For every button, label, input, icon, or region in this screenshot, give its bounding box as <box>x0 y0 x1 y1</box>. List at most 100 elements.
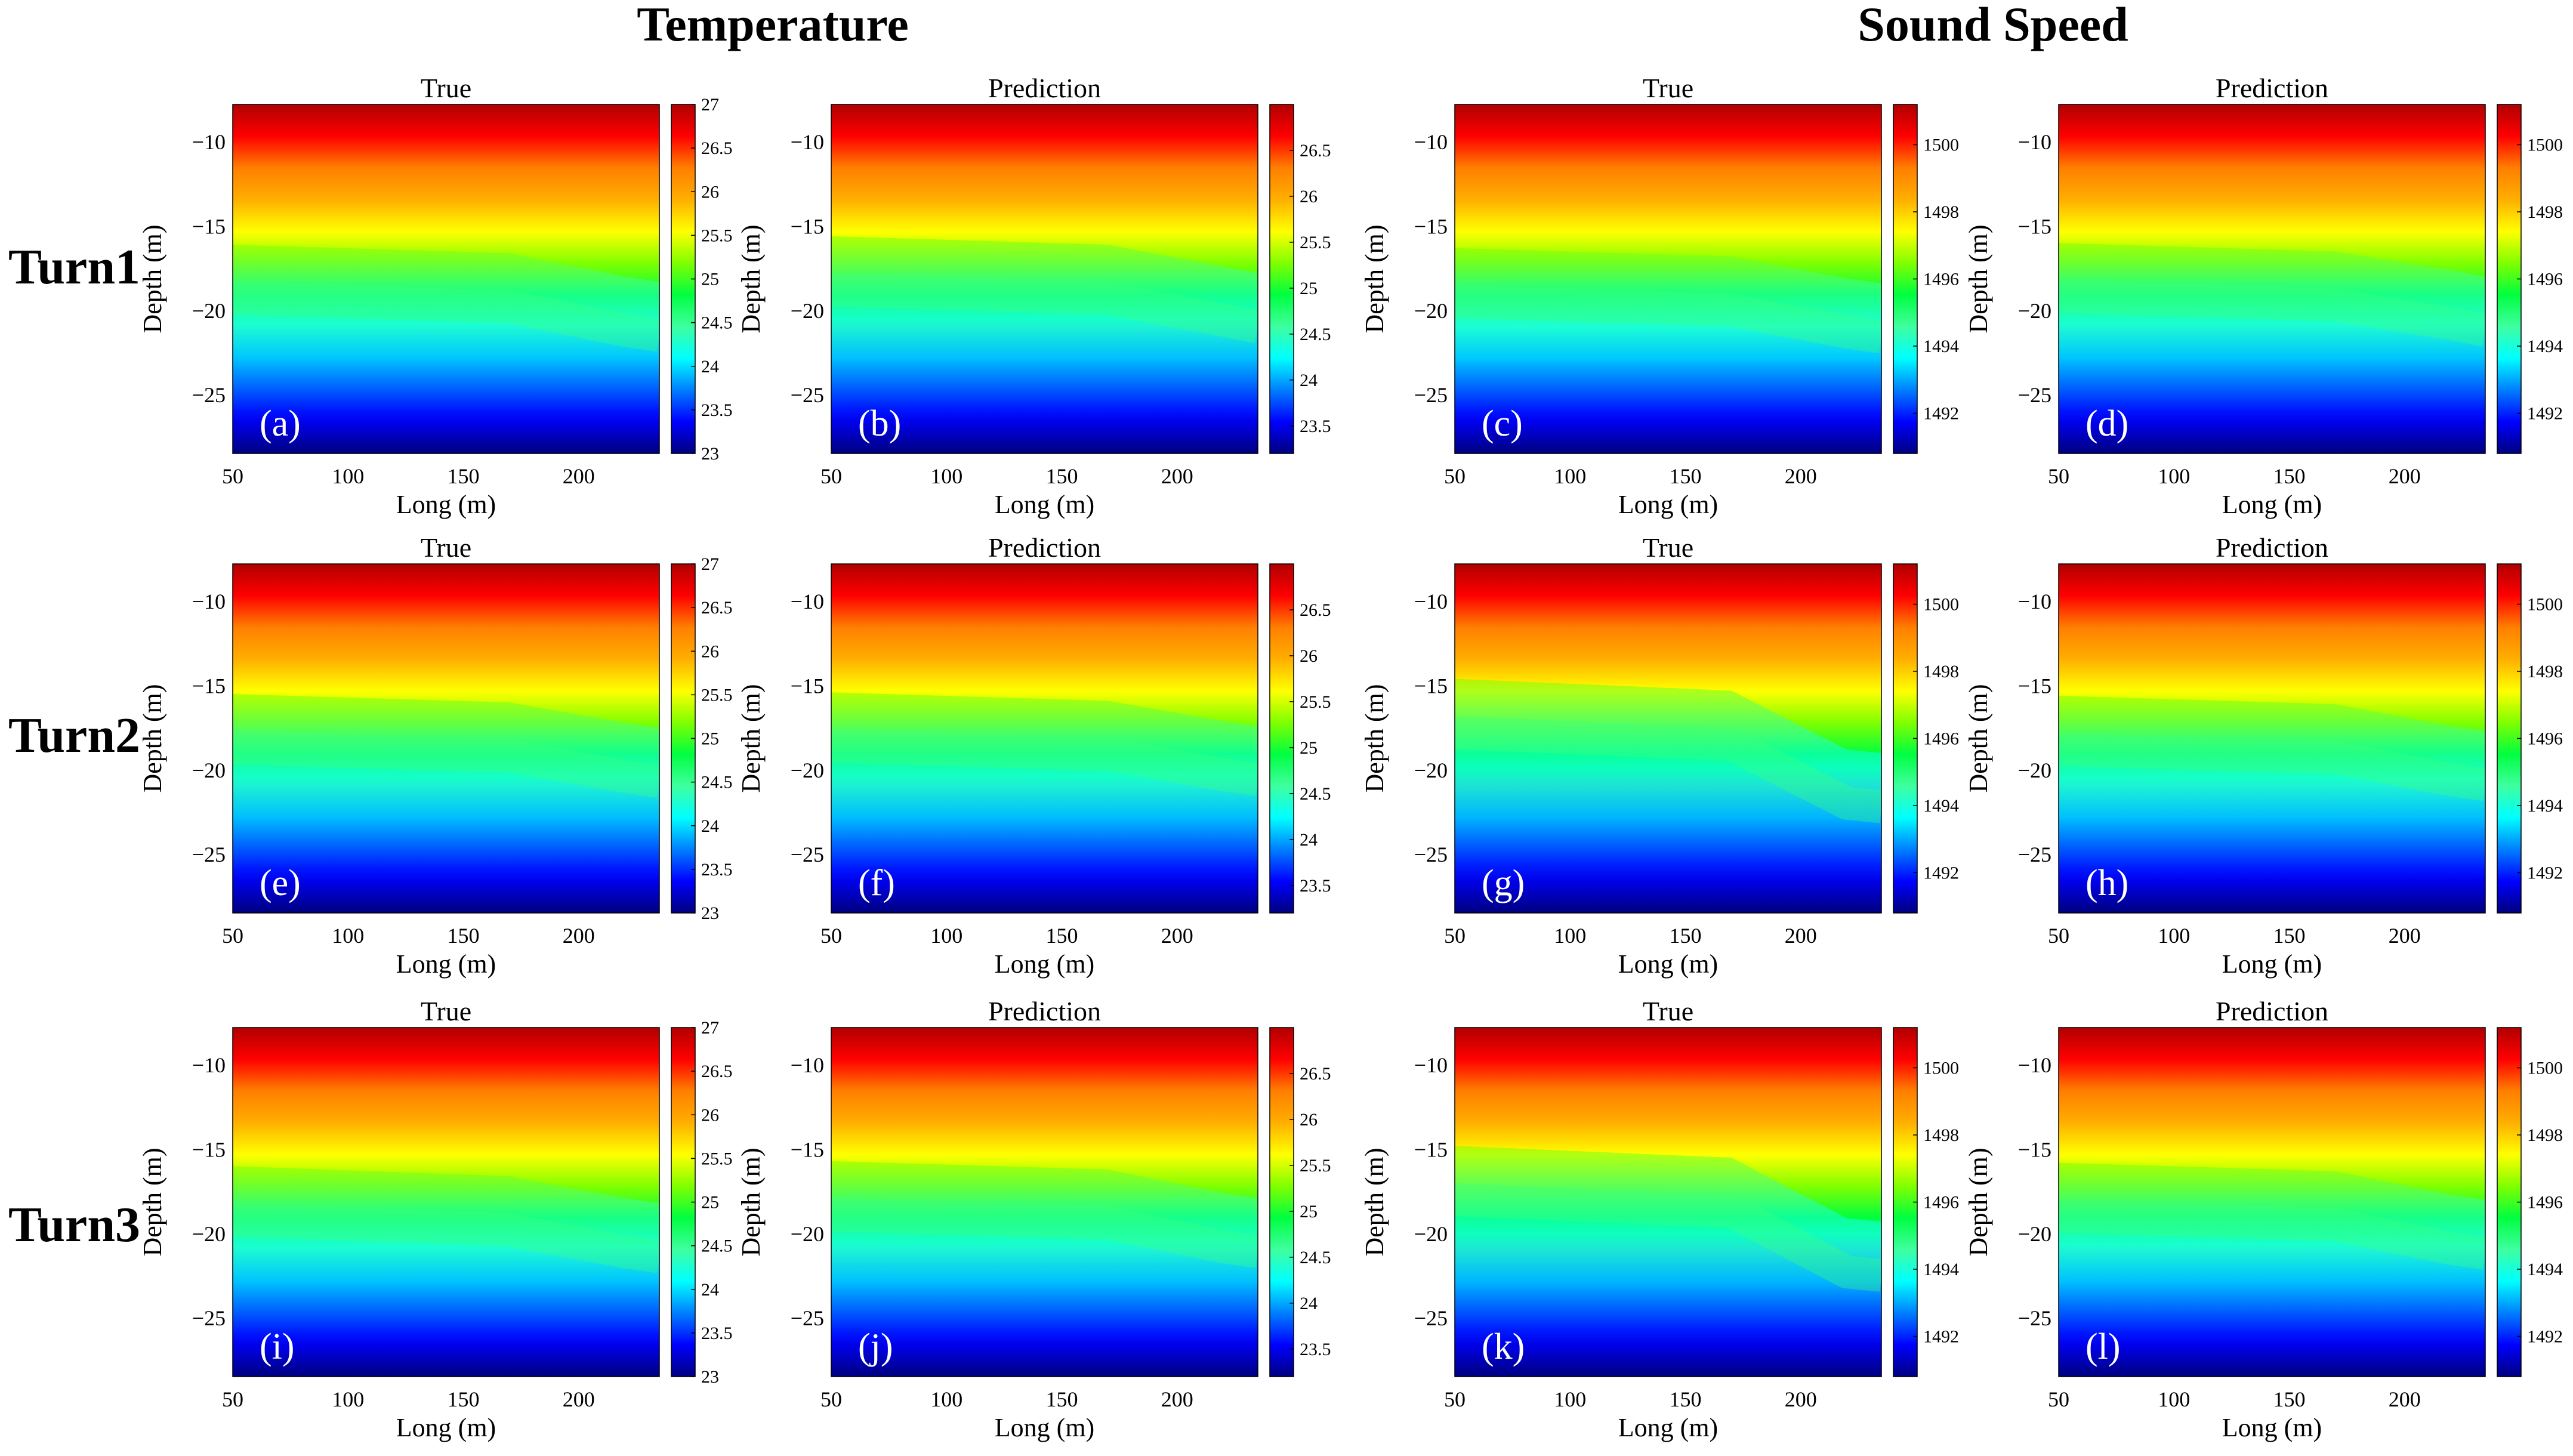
heatmap-lower-layer <box>233 245 659 454</box>
heatmap-field <box>831 1028 1258 1377</box>
x-tick-label: 50 <box>222 464 243 488</box>
colorbar-tick-label: 23.5 <box>701 860 733 880</box>
x-tick-label: 200 <box>1785 1387 1817 1411</box>
x-axis-label: Long (m) <box>995 949 1094 979</box>
panel-title: Prediction <box>2216 996 2328 1026</box>
x-tick-label: 50 <box>222 924 243 948</box>
y-tick-label: −20 <box>2018 758 2051 782</box>
heatmap-field <box>233 104 659 454</box>
colorbar-tick-label: 25 <box>1300 738 1318 758</box>
x-tick-label: 150 <box>1045 464 1078 488</box>
panel-a: True 50 100 150 200 −10 −15 −20 −25 Long (m) Depth… <box>138 73 733 519</box>
y-tick-label: −10 <box>192 130 226 154</box>
colorbar-tick-label: 25.5 <box>701 1149 733 1168</box>
x-axis-label: Long (m) <box>1618 490 1718 519</box>
colorbar-tick-label: 1496 <box>1923 729 1959 749</box>
colorbar-tick-label: 23 <box>701 903 719 923</box>
colorbar-tick-label: 1494 <box>2527 1260 2563 1279</box>
x-tick-label: 100 <box>1554 1387 1586 1411</box>
thermocline-band <box>2059 1200 2485 1270</box>
x-tick-label: 150 <box>1669 1387 1701 1411</box>
x-tick-label: 150 <box>447 1387 479 1411</box>
y-tick-label: −25 <box>791 1306 824 1330</box>
y-tick-label: −10 <box>791 1053 824 1077</box>
y-tick-label: −20 <box>1414 299 1448 323</box>
x-tick-label: 200 <box>2389 1387 2421 1411</box>
y-tick-label: −20 <box>192 1222 226 1246</box>
x-tick-label: 100 <box>1554 464 1586 488</box>
colorbar-tick-label: 24 <box>1300 371 1318 390</box>
x-tick-label: 100 <box>930 1387 962 1411</box>
colorbar-tick-label: 24.5 <box>1300 784 1331 804</box>
heatmap-field <box>233 1028 659 1377</box>
x-axis-label: Long (m) <box>2222 1413 2322 1442</box>
colorbar-tick-label: 25 <box>701 729 719 749</box>
colorbar-tick-label: 26 <box>1300 1110 1318 1130</box>
y-axis-label: Depth (m) <box>1360 684 1389 792</box>
colorbar-tick-label: 26.5 <box>701 598 733 618</box>
y-tick-label: −15 <box>2018 674 2051 698</box>
y-tick-label: −20 <box>192 299 226 323</box>
panel-k: True 50 100 150 200 −10 −15 −20 −25 Long (m) Depth… <box>1360 996 1959 1442</box>
y-tick-label: −15 <box>2018 214 2051 238</box>
heatmap-lower-layer <box>233 1166 659 1377</box>
axes-frame <box>831 104 1258 454</box>
x-axis-label: Long (m) <box>396 949 496 979</box>
x-tick-label: 150 <box>447 464 479 488</box>
heatmap-field <box>233 564 659 913</box>
heatmap-lower-layer <box>831 1161 1258 1377</box>
x-tick-label: 50 <box>222 1387 243 1411</box>
y-tick-label: −25 <box>791 383 824 407</box>
heatmap-lower-layer <box>1455 248 1881 454</box>
heatmap-lower-layer <box>2059 695 2485 913</box>
colorbar-tick-label: 23 <box>701 1367 719 1387</box>
y-tick-label: −10 <box>1414 130 1448 154</box>
colorbar-tick-label: 25.5 <box>1300 692 1331 712</box>
y-tick-label: −10 <box>192 1053 226 1077</box>
heatmap-lower-layer <box>2059 243 2485 454</box>
y-tick-label: −25 <box>2018 383 2051 407</box>
y-tick-label: −25 <box>2018 843 2051 866</box>
y-tick-label: −25 <box>791 843 824 866</box>
y-tick-label: −15 <box>2018 1137 2051 1161</box>
y-axis-label: Depth (m) <box>1964 224 1993 333</box>
x-tick-label: 100 <box>2158 1387 2190 1411</box>
colorbar-tick-label: 1494 <box>1923 796 1959 816</box>
heatmap-lower-layer <box>233 694 659 913</box>
y-tick-label: −15 <box>791 214 824 238</box>
colorbar-tick-label: 24.5 <box>1300 1248 1331 1267</box>
panel-title: True <box>1643 996 1693 1026</box>
x-axis-label: Long (m) <box>995 490 1094 519</box>
panel-letter: (d) <box>2085 403 2128 444</box>
y-tick-label: −20 <box>791 758 824 782</box>
colorbar-tick-label: 25 <box>1300 279 1318 298</box>
y-tick-label: −25 <box>1414 383 1448 407</box>
thermocline-band <box>233 282 659 352</box>
x-tick-label: 200 <box>2389 924 2421 948</box>
y-axis-label: Depth (m) <box>736 684 766 792</box>
colorbar-tick-label: 25 <box>701 1193 719 1213</box>
y-tick-label: −10 <box>192 590 226 613</box>
heatmap-field <box>831 104 1258 454</box>
y-tick-label: −25 <box>1414 843 1448 866</box>
y-axis-label: Depth (m) <box>138 224 167 333</box>
x-tick-label: 100 <box>930 924 962 948</box>
axes-frame <box>1454 1027 1882 1377</box>
panel-e: True 50 100 150 200 −10 −15 −20 −25 Long (m) Depth… <box>138 532 733 979</box>
panel-h: Prediction 50 100 150 200 −10 −15 −20 −25 Long (m… <box>1964 532 2563 979</box>
colorbar-tick-label: 1494 <box>2527 337 2563 356</box>
row-label-turn3: Turn3 <box>8 1197 140 1253</box>
y-tick-label: −10 <box>2018 130 2051 154</box>
colorbar-tick-label: 24 <box>1300 1294 1318 1313</box>
colorbar-tick-label: 25.5 <box>1300 1156 1331 1176</box>
colorbar-tick-label: 26 <box>701 641 719 661</box>
panel-l: Prediction 50 100 150 200 −10 −15 −20 −25 Long (m… <box>1964 996 2563 1442</box>
thermocline-band <box>831 1198 1258 1269</box>
x-tick-label: 150 <box>1669 464 1701 488</box>
colorbar <box>1269 563 1294 914</box>
y-axis-label: Depth (m) <box>138 1147 167 1256</box>
x-axis-label: Long (m) <box>2222 490 2322 519</box>
colorbar-tick-label: 1500 <box>1923 135 1959 155</box>
axes-frame <box>2058 104 2486 454</box>
axes-frame <box>232 563 660 914</box>
